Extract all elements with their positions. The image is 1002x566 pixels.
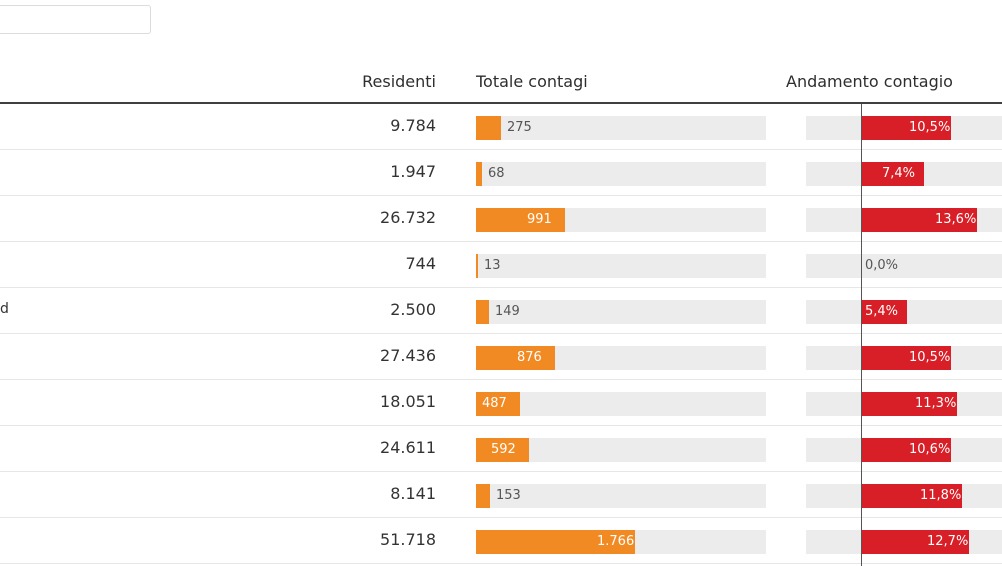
totale-contagi-value: 1.766 [597,534,635,549]
table-row: d 2.500 149 5,4% [0,288,1002,334]
table-row: 8.141 153 11,8% [0,472,1002,518]
column-header-totale-contagi: Totale contagi [476,72,588,91]
andamento-contagio-value: 5,4% [865,304,899,319]
andamento-contagio-value: 13,6% [935,212,977,227]
totale-contagi-bar [476,530,635,554]
totale-contagi-bar [476,392,520,416]
andamento-contagio-value: 10,6% [909,442,951,457]
totale-contagi-bar [476,208,565,232]
andamento-contagio-track: 7,4% [806,162,1002,186]
search-input[interactable] [0,5,151,34]
totale-contagi-bar [476,254,478,278]
row-residenti: 1.947 [390,162,436,181]
table-row: 18.051 487 11,3% [0,380,1002,426]
table-row: 744 13 0,0% [0,242,1002,288]
totale-contagi-value: 149 [495,304,520,319]
andamento-contagio-value: 12,7% [927,534,969,549]
header-divider [0,102,1002,104]
totale-contagi-track: 149 [476,300,766,324]
totale-contagi-bar [476,438,529,462]
table-row: 1.947 68 7,4% [0,150,1002,196]
row-residenti: 9.784 [390,116,436,135]
totale-contagi-value: 876 [517,350,542,365]
andamento-contagio-track: 11,8% [806,484,1002,508]
andamento-contagio-value: 11,3% [915,396,957,411]
totale-contagi-value: 153 [496,488,521,503]
totale-contagi-value: 592 [491,442,516,457]
andamento-contagio-bar [861,346,951,370]
totale-contagi-value: 68 [488,166,505,181]
totale-contagi-track: 592 [476,438,766,462]
totale-contagi-value: 13 [484,258,501,273]
andamento-contagio-track: 13,6% [806,208,1002,232]
row-name: d [0,301,9,317]
totale-contagi-value: 991 [527,212,552,227]
andamento-contagio-bar [861,116,951,140]
andamento-contagio-value: 0,0% [865,258,899,273]
row-residenti: 744 [405,254,436,273]
totale-contagi-bar [476,116,501,140]
andamento-contagio-value: 7,4% [882,166,916,181]
row-residenti: 27.436 [380,346,436,365]
row-residenti: 18.051 [380,392,436,411]
row-residenti: 51.718 [380,530,436,549]
andamento-contagio-track: 10,6% [806,438,1002,462]
totale-contagi-track: 153 [476,484,766,508]
row-residenti: 8.141 [390,484,436,503]
totale-contagi-track: 487 [476,392,766,416]
totale-contagi-track: 275 [476,116,766,140]
andamento-contagio-value: 10,5% [909,120,951,135]
andamento-contagio-bar [861,392,957,416]
andamento-contagio-bar [861,438,951,462]
andamento-contagio-bar [861,162,924,186]
andamento-contagio-value: 10,5% [909,350,951,365]
row-residenti: 26.732 [380,208,436,227]
andamento-contagio-track: 5,4% [806,300,1002,324]
andamento-contagio-bar [861,300,907,324]
column-header-residenti: Residenti [362,72,436,91]
column-header-andamento-contagio: Andamento contagio [786,72,953,91]
andamento-axis-line [861,104,862,566]
table-row: 26.732 991 13,6% [0,196,1002,242]
andamento-contagio-track: 11,3% [806,392,1002,416]
totale-contagi-value: 487 [482,396,507,411]
totale-contagi-bar [476,484,490,508]
totale-contagi-value: 275 [507,120,532,135]
row-residenti: 24.611 [380,438,436,457]
totale-contagi-track: 876 [476,346,766,370]
andamento-contagio-bar [861,208,977,232]
table-row: 51.718 1.766 12,7% [0,518,1002,564]
row-residenti: 2.500 [390,300,436,319]
andamento-contagio-track: 10,5% [806,346,1002,370]
table-row: 24.611 592 10,6% [0,426,1002,472]
table-row: 27.436 876 10,5% [0,334,1002,380]
totale-contagi-bar [476,300,489,324]
andamento-contagio-bar [861,484,962,508]
andamento-contagio-track: 12,7% [806,530,1002,554]
totale-contagi-track: 13 [476,254,766,278]
totale-contagi-track: 1.766 [476,530,766,554]
totale-contagi-track: 991 [476,208,766,232]
totale-contagi-track: 68 [476,162,766,186]
andamento-contagio-bar [861,530,969,554]
andamento-contagio-track: 10,5% [806,116,1002,140]
totale-contagi-bar [476,346,555,370]
totale-contagi-bar [476,162,482,186]
andamento-contagio-value: 11,8% [920,488,962,503]
andamento-contagio-track: 0,0% [806,254,1002,278]
table-row: 9.784 275 10,5% [0,104,1002,150]
